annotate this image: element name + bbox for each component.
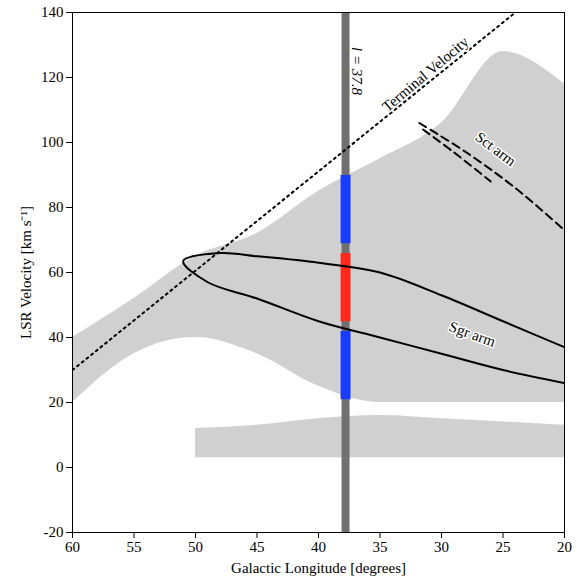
svg-text:Galactic Longitude [degrees]: Galactic Longitude [degrees]: [231, 560, 406, 576]
svg-text:55: 55: [127, 539, 142, 555]
svg-text:0: 0: [56, 459, 64, 475]
svg-text:20: 20: [49, 394, 64, 410]
svg-text:Terminal Velocity: Terminal Velocity: [379, 33, 472, 115]
svg-text:-20: -20: [44, 524, 64, 540]
svg-text:60: 60: [65, 539, 80, 555]
svg-text:140: 140: [41, 4, 64, 20]
svg-text:80: 80: [49, 199, 64, 215]
svg-text:35: 35: [373, 539, 388, 555]
svg-text:l = 37.8: l = 37.8: [349, 47, 365, 96]
svg-text:40: 40: [49, 329, 64, 345]
svg-text:40: 40: [311, 539, 326, 555]
svg-text:LSR Velocity [km s⁻¹]: LSR Velocity [km s⁻¹]: [18, 206, 34, 339]
svg-text:30: 30: [434, 539, 449, 555]
svg-text:60: 60: [49, 264, 64, 280]
svg-text:Sgr arm: Sgr arm: [447, 318, 498, 350]
svg-text:20: 20: [557, 539, 572, 555]
svg-text:Sct arm: Sct arm: [472, 129, 519, 170]
svg-text:120: 120: [41, 69, 64, 85]
svg-text:45: 45: [250, 539, 265, 555]
svg-text:25: 25: [496, 539, 511, 555]
svg-text:50: 50: [188, 539, 203, 555]
svg-text:100: 100: [41, 134, 64, 150]
